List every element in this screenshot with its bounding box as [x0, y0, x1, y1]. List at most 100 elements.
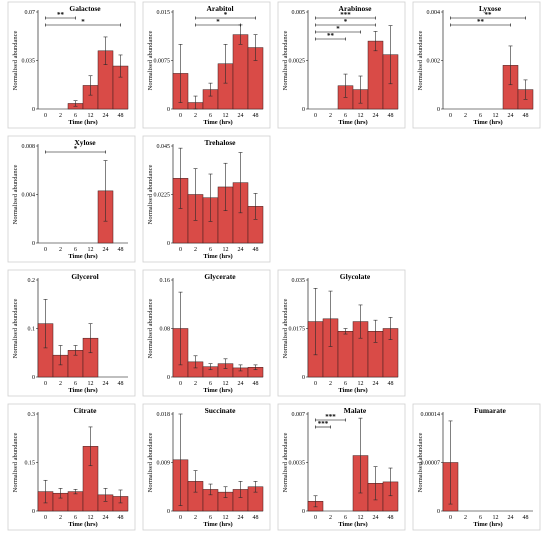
x-tick-label: 0 [314, 381, 317, 387]
y-tick-label: 0.0225 [154, 193, 171, 199]
x-tick-label: 48 [118, 515, 124, 521]
chart-panel-arabitol: Arabitol 0 0.0075 0.015 0 2 6 12 24 48 Time (hrs) N… [142, 1, 271, 129]
x-tick-label: 24 [238, 247, 244, 253]
x-tick-label: 2 [329, 515, 332, 521]
x-tick-label: 6 [344, 113, 347, 119]
y-tick-label: 0.0175 [289, 327, 306, 333]
x-tick-label: 48 [253, 515, 259, 521]
x-tick-label: 0 [179, 247, 182, 253]
x-tick-label: 6 [344, 515, 347, 521]
chart-panel-arabinose: Arabinose 0 0.0025 0.005 0 2 6 12 24 48 Time (hrs)… [277, 1, 406, 129]
y-tick-label: 0.00007 [421, 461, 441, 467]
x-axis-label: Time (hrs) [203, 521, 232, 528]
significance-label: * [74, 145, 78, 153]
x-axis-label: Time (hrs) [68, 119, 97, 126]
x-axis-label: Time (hrs) [338, 387, 367, 394]
y-axis-label: Normalised abundance [282, 299, 289, 359]
x-tick-label: 12 [223, 515, 229, 521]
x-tick-label: 12 [88, 247, 94, 253]
x-tick-label: 24 [238, 515, 244, 521]
x-tick-label: 2 [329, 381, 332, 387]
y-tick-label: 0 [167, 509, 170, 515]
y-tick-label: 0.07 [25, 10, 36, 16]
x-tick-label: 0 [44, 381, 47, 387]
chart-title: Glycerate [204, 272, 236, 281]
chart-title: Lyxose [479, 4, 502, 13]
x-tick-label: 12 [88, 113, 94, 119]
x-tick-label: 0 [314, 515, 317, 521]
x-tick-label: 24 [103, 381, 109, 387]
x-axis-label: Time (hrs) [68, 387, 97, 394]
chart-panel-lyxose: Lyxose 0 0.002 0.004 0 2 6 12 24 48 Time (hrs) Norm… [412, 1, 541, 129]
x-tick-label: 48 [118, 381, 124, 387]
x-tick-label: 2 [194, 381, 197, 387]
y-axis-label: Normalised abundance [12, 165, 19, 225]
panel-frame [412, 403, 541, 531]
x-axis-label: Time (hrs) [338, 119, 367, 126]
x-tick-label: 48 [388, 381, 394, 387]
chart-title: Galactose [69, 4, 101, 13]
y-tick-label: 0.0075 [154, 59, 171, 65]
chart-title: Glycerol [71, 272, 98, 281]
x-tick-label: 24 [238, 381, 244, 387]
x-tick-label: 24 [103, 515, 109, 521]
bar-6h [337, 331, 354, 378]
x-tick-label: 48 [253, 113, 259, 119]
x-axis-label: Time (hrs) [473, 119, 502, 126]
y-tick-label: 0 [32, 107, 35, 113]
x-tick-label: 12 [358, 515, 364, 521]
y-tick-label: 0.3 [28, 412, 36, 418]
chart-title: Succinate [205, 406, 237, 415]
x-tick-label: 0 [179, 515, 182, 521]
x-axis-label: Time (hrs) [203, 119, 232, 126]
x-tick-label: 6 [74, 247, 77, 253]
y-tick-label: 0.035 [292, 278, 306, 284]
x-tick-label: 2 [194, 515, 197, 521]
x-tick-label: 6 [479, 515, 482, 521]
y-tick-label: 0 [302, 375, 305, 381]
x-tick-label: 24 [238, 113, 244, 119]
x-axis-label: Time (hrs) [68, 253, 97, 260]
x-tick-label: 12 [223, 113, 229, 119]
x-axis-label: Time (hrs) [473, 521, 502, 528]
x-tick-label: 24 [103, 247, 109, 253]
y-axis-label: Normalised abundance [12, 299, 19, 359]
x-tick-label: 48 [388, 515, 394, 521]
y-axis-label: Normalised abundance [147, 299, 154, 359]
significance-label: *** [325, 413, 336, 421]
y-tick-label: 0.08 [160, 327, 171, 333]
x-tick-label: 24 [373, 113, 379, 119]
x-tick-label: 2 [194, 113, 197, 119]
chart-title: Trehalose [205, 138, 237, 147]
x-tick-label: 6 [209, 247, 212, 253]
y-tick-label: 0.005 [292, 10, 306, 16]
x-tick-label: 6 [209, 113, 212, 119]
y-axis-label: Normalised abundance [12, 31, 19, 91]
significance-label: *** [318, 420, 329, 428]
x-tick-label: 2 [464, 113, 467, 119]
chart-title: Arabinose [339, 4, 373, 13]
x-tick-label: 48 [118, 113, 124, 119]
x-tick-label: 0 [179, 113, 182, 119]
x-tick-label: 2 [59, 247, 62, 253]
x-tick-label: 0 [314, 113, 317, 119]
x-tick-label: 12 [358, 381, 364, 387]
y-tick-label: 0.035 [22, 59, 36, 65]
y-tick-label: 0.007 [292, 412, 306, 418]
y-tick-label: 0 [167, 241, 170, 247]
chart-panel-xylose: Xylose 0 0.004 0.008 0 2 6 12 24 48 Time (hrs) Norm… [7, 135, 136, 263]
x-tick-label: 6 [74, 381, 77, 387]
x-tick-label: 0 [179, 381, 182, 387]
x-tick-label: 2 [59, 381, 62, 387]
y-tick-label: 0 [32, 509, 35, 515]
y-tick-label: 0.0035 [289, 461, 306, 467]
x-tick-label: 12 [88, 381, 94, 387]
chart-panel-citrate: Citrate 0 0.15 0.3 0 2 6 12 24 48 Time (hrs) Normal… [7, 403, 136, 531]
y-tick-label: 0.004 [427, 10, 441, 16]
y-tick-label: 0.00014 [421, 412, 441, 418]
y-tick-label: 0.1 [28, 327, 36, 333]
significance-label: * [216, 18, 220, 26]
x-tick-label: 2 [464, 515, 467, 521]
y-tick-label: 0 [32, 375, 35, 381]
